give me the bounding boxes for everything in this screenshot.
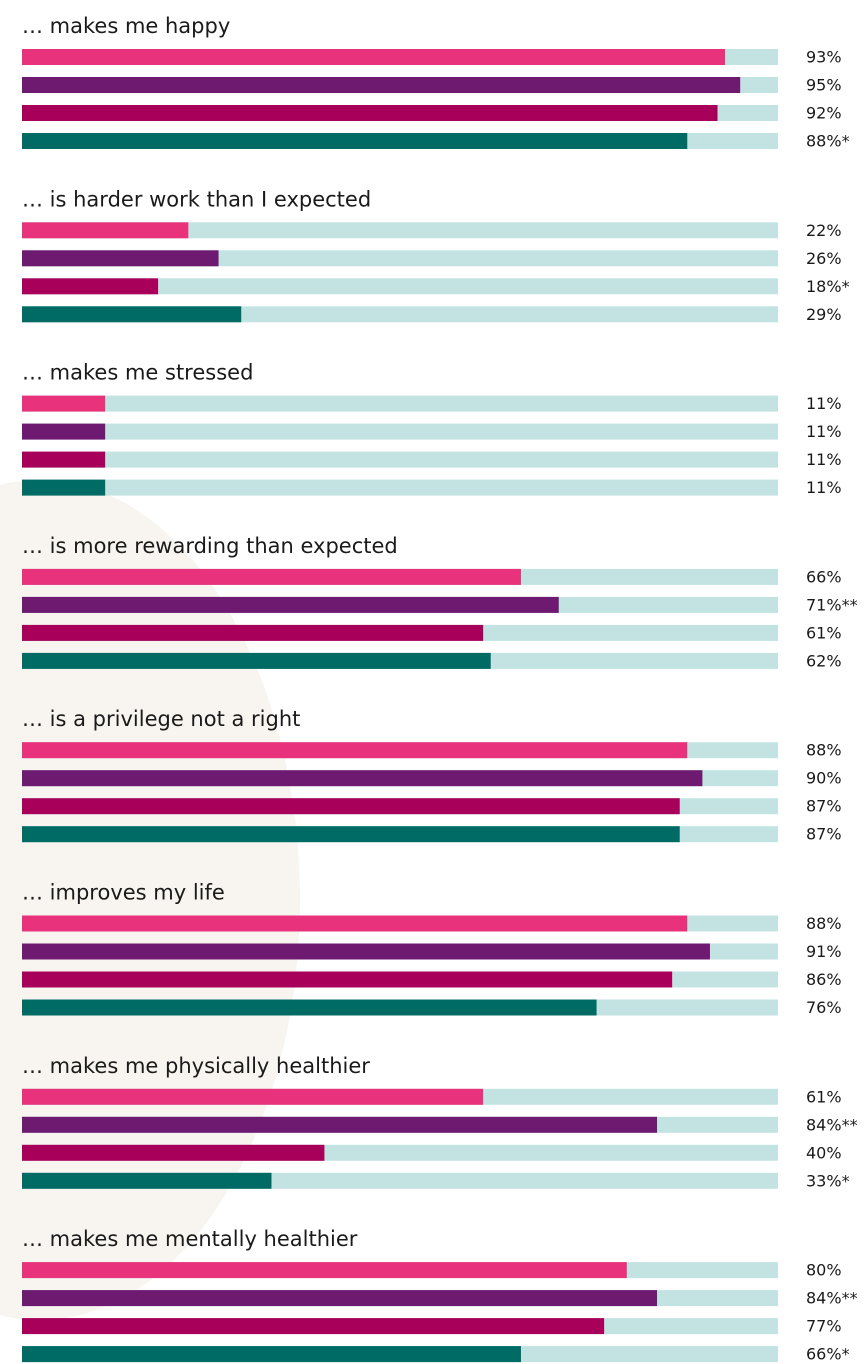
value-label: 88%*: [806, 132, 850, 151]
bar: [22, 742, 687, 758]
bar: [22, 424, 105, 440]
bar: [22, 1145, 324, 1161]
value-label: 61%: [806, 623, 842, 642]
bar-track: [22, 480, 778, 496]
chart: … makes me happy 93% 95% 92% 88%* … is harder…: [0, 0, 865, 1364]
value-label: 80%: [806, 1261, 842, 1280]
value-label: 26%: [806, 249, 842, 268]
bar-track: [22, 396, 778, 412]
value-label: 18%*: [806, 277, 850, 296]
value-label: 88%: [806, 914, 842, 933]
bar: [22, 1290, 657, 1306]
bar: [22, 1173, 271, 1189]
value-label: 71%**: [806, 595, 858, 614]
group-title: … makes me happy: [22, 14, 230, 38]
value-label: 87%: [806, 797, 842, 816]
value-label: 66%: [806, 567, 842, 586]
value-label: 66%*: [806, 1345, 850, 1364]
bar: [22, 1318, 604, 1334]
value-label: 22%: [806, 221, 842, 240]
value-label: 29%: [806, 305, 842, 324]
bar: [22, 916, 687, 932]
value-label: 84%**: [806, 1115, 858, 1134]
value-label: 61%: [806, 1087, 842, 1106]
group-title: … makes me physically healthier: [22, 1054, 370, 1078]
bar: [22, 1117, 657, 1133]
bar: [22, 1089, 483, 1105]
value-label: 11%: [806, 422, 842, 441]
bar: [22, 770, 702, 786]
bar: [22, 569, 521, 585]
bar: [22, 49, 725, 65]
bar: [22, 306, 241, 322]
value-label: 84%**: [806, 1289, 858, 1308]
bar: [22, 1000, 597, 1016]
value-label: 90%: [806, 769, 842, 788]
value-label: 40%: [806, 1143, 842, 1162]
group-title: … makes me stressed: [22, 361, 253, 385]
value-label: 86%: [806, 970, 842, 989]
value-label: 95%: [806, 76, 842, 95]
bar: [22, 222, 188, 238]
value-label: 77%: [806, 1317, 842, 1336]
value-label: 33%*: [806, 1171, 850, 1190]
bar: [22, 250, 219, 266]
bar: [22, 452, 105, 468]
value-label: 62%: [806, 651, 842, 670]
group-title: … is harder work than I expected: [22, 187, 371, 211]
value-label: 76%: [806, 998, 842, 1017]
group-title: … is a privilege not a right: [22, 707, 300, 731]
bar: [22, 798, 680, 814]
bar: [22, 1262, 627, 1278]
bar: [22, 653, 491, 669]
bar: [22, 972, 672, 988]
value-label: 11%: [806, 394, 842, 413]
bar: [22, 278, 158, 294]
value-label: 88%: [806, 741, 842, 760]
value-label: 11%: [806, 478, 842, 497]
bar: [22, 944, 710, 960]
group-title: … is more rewarding than expected: [22, 534, 398, 558]
value-label: 93%: [806, 48, 842, 67]
bar: [22, 480, 105, 496]
bar: [22, 1346, 521, 1362]
bar-track: [22, 424, 778, 440]
value-label: 91%: [806, 942, 842, 961]
group-title: … improves my life: [22, 881, 225, 905]
bar-track: [22, 452, 778, 468]
value-label: 92%: [806, 104, 842, 123]
bar: [22, 826, 680, 842]
value-label: 87%: [806, 825, 842, 844]
value-label: 11%: [806, 450, 842, 469]
bar: [22, 133, 687, 149]
group-title: … makes me mentally healthier: [22, 1227, 358, 1251]
page: … makes me happy 93% 95% 92% 88%* … is harder…: [0, 0, 865, 1364]
bar: [22, 625, 483, 641]
bar: [22, 597, 559, 613]
bar: [22, 396, 105, 412]
bar: [22, 77, 740, 93]
bar: [22, 105, 718, 121]
